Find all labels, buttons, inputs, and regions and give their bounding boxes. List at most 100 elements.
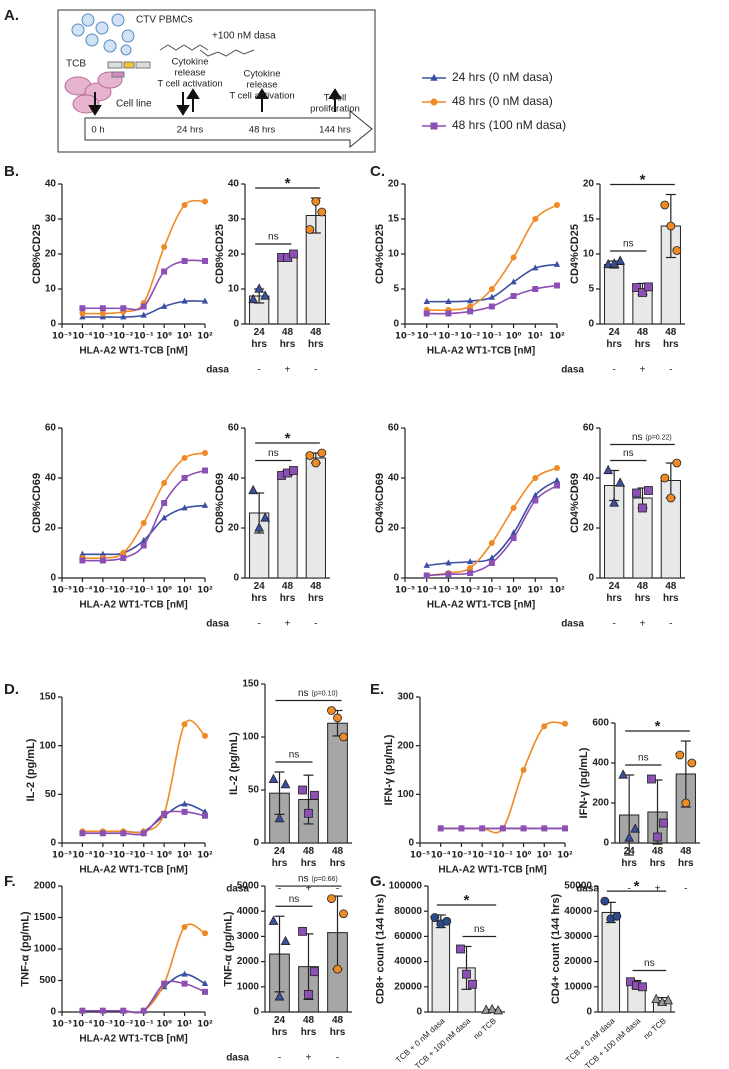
data-point	[202, 732, 208, 739]
replicate-point	[430, 913, 440, 922]
y-tick-label: 1000	[237, 981, 260, 992]
replicate-point	[317, 448, 327, 458]
data-point	[140, 311, 147, 318]
replicate-point	[248, 293, 259, 304]
y-tick-label: 20000	[564, 956, 592, 967]
x-tick-label: 10⁰	[506, 586, 522, 596]
replicate-point	[681, 798, 691, 808]
y-tick-label: 150	[242, 679, 259, 690]
y-tick-label: 30	[228, 214, 240, 225]
data-point	[181, 475, 188, 481]
significance-label: ns	[289, 750, 300, 761]
replicate-point	[660, 200, 670, 210]
data-point	[202, 467, 208, 474]
y-tick-label: 1000	[34, 944, 57, 955]
x-tick-label: 10⁻³	[93, 586, 113, 596]
significance-label: *	[655, 718, 661, 735]
x-tick-label-box: 48 hrs	[663, 327, 679, 350]
data-point	[553, 476, 561, 483]
replicate-point	[638, 288, 647, 297]
y-tick-label: 10	[45, 284, 57, 295]
data-point	[99, 830, 106, 837]
y-axis-label: CD4%CD69	[374, 473, 386, 533]
x-tick-label: 10⁰	[516, 851, 532, 861]
y-tick-label: 60	[583, 423, 595, 434]
y-tick-label: 0	[586, 1007, 592, 1018]
replicate-point	[311, 458, 321, 468]
significance-label: ns	[268, 448, 279, 459]
data-point	[79, 830, 86, 837]
data-point	[202, 930, 208, 937]
y-tick-label: 5	[588, 284, 594, 295]
y-tick-label: 4000	[237, 906, 260, 917]
data-point	[562, 720, 568, 727]
panel-label: G.	[370, 873, 386, 890]
y-tick-label: 5	[393, 284, 399, 295]
replicate-point	[612, 911, 622, 921]
x-tick-label-box: 48 hrs	[280, 581, 296, 604]
series-line	[82, 719, 206, 834]
replicate-point	[268, 773, 279, 783]
replicate-point	[624, 832, 635, 842]
event-label: T cell activation	[229, 91, 294, 102]
y-tick-label: 40	[388, 473, 400, 484]
x-tick-label: 10⁻³	[93, 1020, 113, 1030]
data-point	[181, 455, 188, 461]
replicate-point	[675, 750, 685, 760]
y-axis-label: IL-2 (pg/mL)	[228, 732, 240, 795]
replicate-point	[493, 1005, 504, 1015]
x-axis-label: HLA-A2 WT1-TCB [nM]	[79, 865, 187, 876]
data-point	[201, 980, 209, 987]
cell-icons	[64, 13, 255, 114]
data-point	[520, 825, 527, 832]
replicate-point	[339, 909, 348, 919]
data-point	[79, 1007, 86, 1014]
replicate-point	[268, 915, 279, 925]
replicate-point	[310, 790, 319, 800]
data-point	[562, 825, 568, 832]
replicate-point	[644, 486, 653, 495]
x-tick-label: 24 hrs	[251, 581, 267, 604]
replicate-point	[672, 458, 682, 468]
x-tick-label-box: 48 hrs	[663, 581, 679, 604]
y-axis-label: CD8%CD25	[214, 224, 226, 284]
x-tick-label-box: 24 hrs	[272, 846, 288, 869]
series-line	[426, 479, 558, 567]
significance-label: ns	[632, 432, 643, 443]
legend-marker	[430, 98, 438, 106]
y-tick-label: 40	[583, 473, 595, 484]
replicate-point	[632, 488, 641, 498]
y-tick-label: 0	[416, 1007, 422, 1018]
y-axis-label: IL-2 (pg/mL)	[25, 738, 37, 801]
x-tick-label: 10¹	[177, 586, 193, 596]
y-tick-label: 20	[388, 179, 400, 190]
y-tick-label: 60	[388, 423, 400, 434]
x-tick-label: 10⁻³	[93, 851, 113, 861]
replicate-point	[644, 282, 653, 292]
x-tick-label-box: 24 hrs	[251, 581, 267, 604]
data-point	[466, 297, 474, 304]
event-label: release	[174, 68, 205, 79]
x-tick-label: 10²	[197, 851, 213, 861]
y-tick-label: 0	[603, 838, 609, 849]
y-tick-label: 200	[592, 798, 609, 809]
row-value: +	[285, 619, 291, 630]
event-label: Cytokine	[244, 69, 281, 80]
x-tick-label: 10¹	[177, 332, 193, 342]
data-point	[99, 305, 106, 312]
y-tick-label: 100	[242, 732, 259, 743]
data-point	[532, 491, 539, 498]
data-point	[140, 1007, 147, 1014]
significance-label: *	[464, 892, 470, 909]
data-point	[202, 198, 208, 205]
data-point	[161, 480, 168, 486]
x-tick-label: 10⁻²	[113, 332, 133, 342]
replicate-point	[305, 451, 315, 460]
replicate-point	[638, 503, 647, 513]
data-point	[458, 825, 465, 832]
row-value: +	[640, 365, 646, 376]
pbmc-label: CTV PBMCs	[136, 15, 193, 26]
y-tick-label: 20	[388, 523, 400, 534]
data-point	[161, 244, 168, 250]
y-tick-label: 60	[228, 423, 240, 434]
